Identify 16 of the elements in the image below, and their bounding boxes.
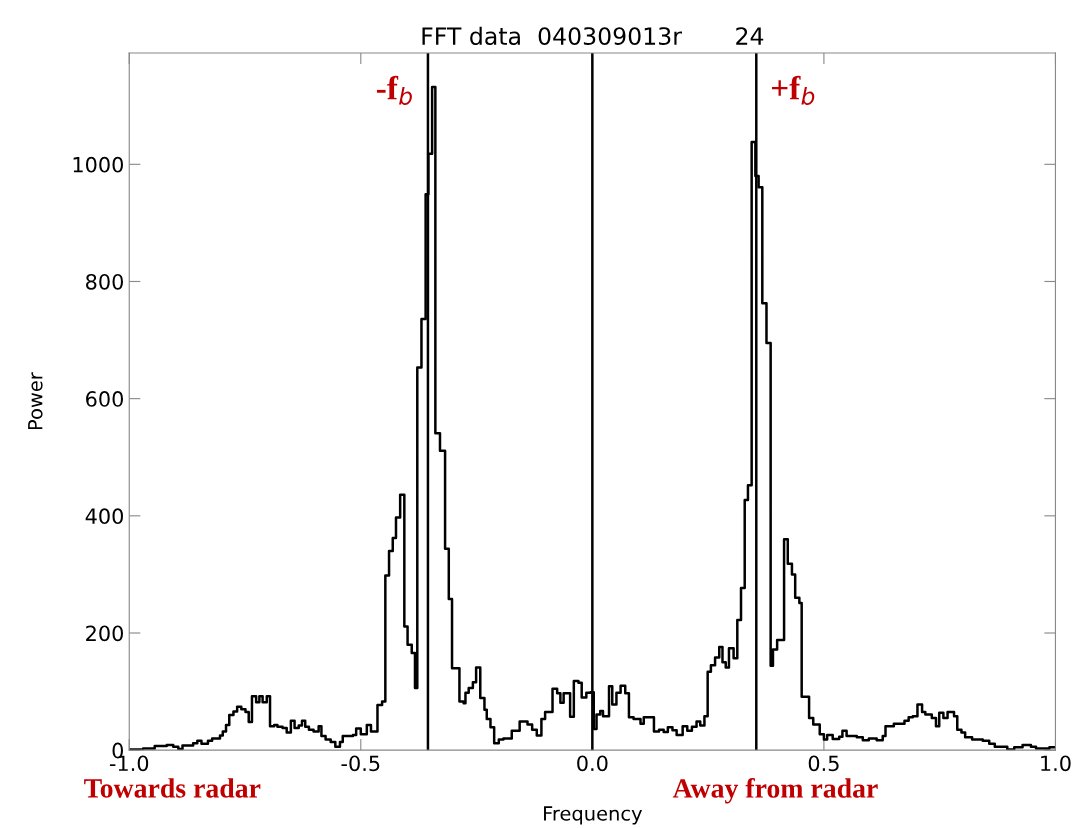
y-tick-label: 600	[86, 391, 123, 407]
text: Towards radar	[84, 778, 261, 798]
y-axis-title: Power	[28, 372, 43, 430]
ref-line-label: -f$_{b}$	[376, 75, 412, 105]
x-tick-label: 0.5	[808, 755, 839, 772]
y-tick-label: 1000	[73, 156, 123, 173]
x-axis-title: Frequency	[544, 806, 642, 825]
text: Away from radar	[672, 777, 878, 804]
ref-line-label: +f$_{b}$	[771, 75, 815, 105]
x-tick-label: 0.0	[577, 755, 608, 772]
x-tick-label: -0.5	[341, 755, 380, 772]
y-tick-label: 800	[86, 273, 123, 290]
y-tick-label: 200	[86, 625, 123, 642]
chart-title: FFT data 040309013r 24	[422, 26, 764, 45]
x-tick-label: 1.0	[1041, 755, 1071, 772]
y-tick-label: 400	[85, 508, 123, 525]
